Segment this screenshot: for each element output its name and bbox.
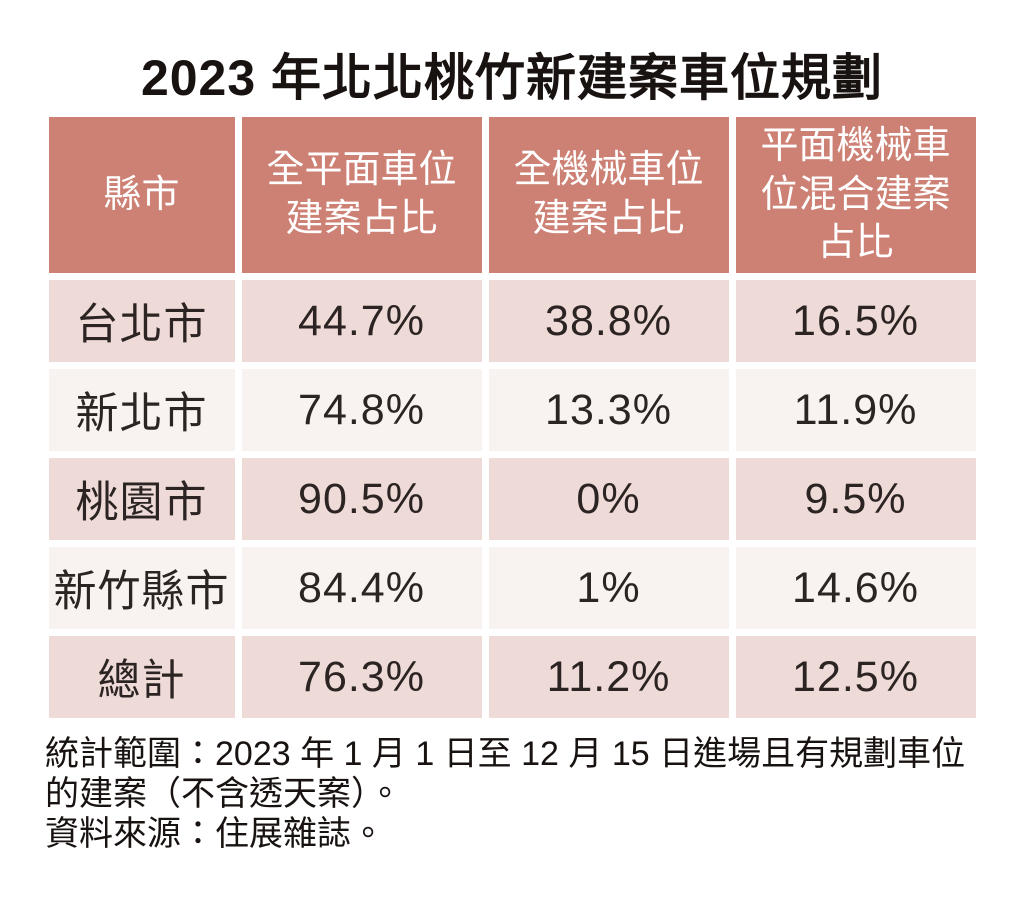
value-cell: 12.5% [735,636,976,718]
region-cell: 總計 [48,636,235,718]
value-cell: 1% [488,547,729,629]
table-row-total: 總計 76.3% 11.2% 12.5% [48,636,976,718]
note-statistic-scope: 統計範圍：2023 年 1 月 1 日至 12 月 15 日進場且有規劃車位的建… [45,735,966,813]
value-cell: 13.3% [488,369,729,451]
table-row-taoyuan: 桃園市 90.5% 0% 9.5% [48,458,976,540]
value-cell: 0% [488,458,729,540]
value-cell: 9.5% [735,458,976,540]
header-cell-all-flat: 全平面車位建案占比 [241,117,482,273]
table-row-new-taipei: 新北市 74.8% 13.3% 11.9% [48,369,976,451]
value-cell: 90.5% [241,458,482,540]
table-row-taipei: 台北市 44.7% 38.8% 16.5% [48,280,976,362]
footnotes: 統計範圍：2023 年 1 月 1 日至 12 月 15 日進場且有規劃車位的建… [45,734,979,854]
value-cell: 44.7% [241,280,482,362]
value-cell: 11.2% [488,636,729,718]
value-cell: 84.4% [241,547,482,629]
region-cell: 新竹縣市 [48,547,235,629]
region-cell: 台北市 [48,280,235,362]
header-cell-region: 縣市 [48,117,235,273]
value-cell: 14.6% [735,547,976,629]
table-body: 台北市 44.7% 38.8% 16.5% 新北市 74.8% 13.3% 11… [48,280,976,718]
page-title: 2023 年北北桃竹新建案車位規劃 [140,50,884,106]
parking-plan-table: 縣市 全平面車位建案占比 全機械車位建案占比 平面機械車位混合建案占比 台北市 … [42,110,983,725]
value-cell: 76.3% [241,636,482,718]
value-cell: 74.8% [241,369,482,451]
header-cell-all-mechanical: 全機械車位建案占比 [488,117,729,273]
value-cell: 16.5% [735,280,976,362]
table-header: 縣市 全平面車位建案占比 全機械車位建案占比 平面機械車位混合建案占比 [48,117,976,273]
value-cell: 11.9% [735,369,976,451]
header-cell-mixed: 平面機械車位混合建案占比 [735,117,976,273]
value-cell: 38.8% [488,280,729,362]
region-cell: 桃園市 [48,458,235,540]
note-data-source: 資料來源：住展雜誌。 [45,815,385,853]
region-cell: 新北市 [48,369,235,451]
table-row-hsinchu: 新竹縣市 84.4% 1% 14.6% [48,547,976,629]
table-header-row: 縣市 全平面車位建案占比 全機械車位建案占比 平面機械車位混合建案占比 [48,117,976,273]
